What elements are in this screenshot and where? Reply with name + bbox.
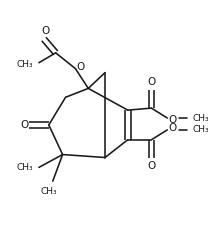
Text: O: O — [147, 77, 156, 88]
Text: CH₃: CH₃ — [17, 163, 33, 172]
Text: O: O — [147, 161, 156, 171]
Text: CH₃: CH₃ — [40, 187, 57, 196]
Text: O: O — [20, 120, 28, 130]
Text: O: O — [168, 115, 176, 125]
Text: O: O — [168, 123, 176, 133]
Text: CH₃: CH₃ — [17, 60, 33, 69]
Text: CH₃: CH₃ — [192, 125, 209, 134]
Text: CH₃: CH₃ — [192, 114, 209, 123]
Text: O: O — [42, 26, 50, 36]
Text: O: O — [76, 62, 84, 72]
